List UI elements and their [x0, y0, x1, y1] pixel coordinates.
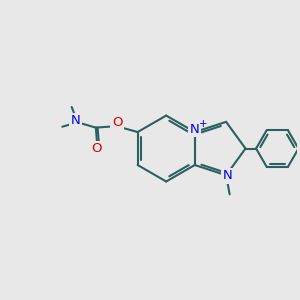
- Text: N: N: [223, 169, 232, 182]
- Text: N: N: [70, 114, 80, 127]
- Text: O: O: [91, 142, 101, 155]
- Text: O: O: [112, 116, 122, 129]
- Text: N: N: [190, 123, 200, 136]
- Text: +: +: [199, 119, 207, 129]
